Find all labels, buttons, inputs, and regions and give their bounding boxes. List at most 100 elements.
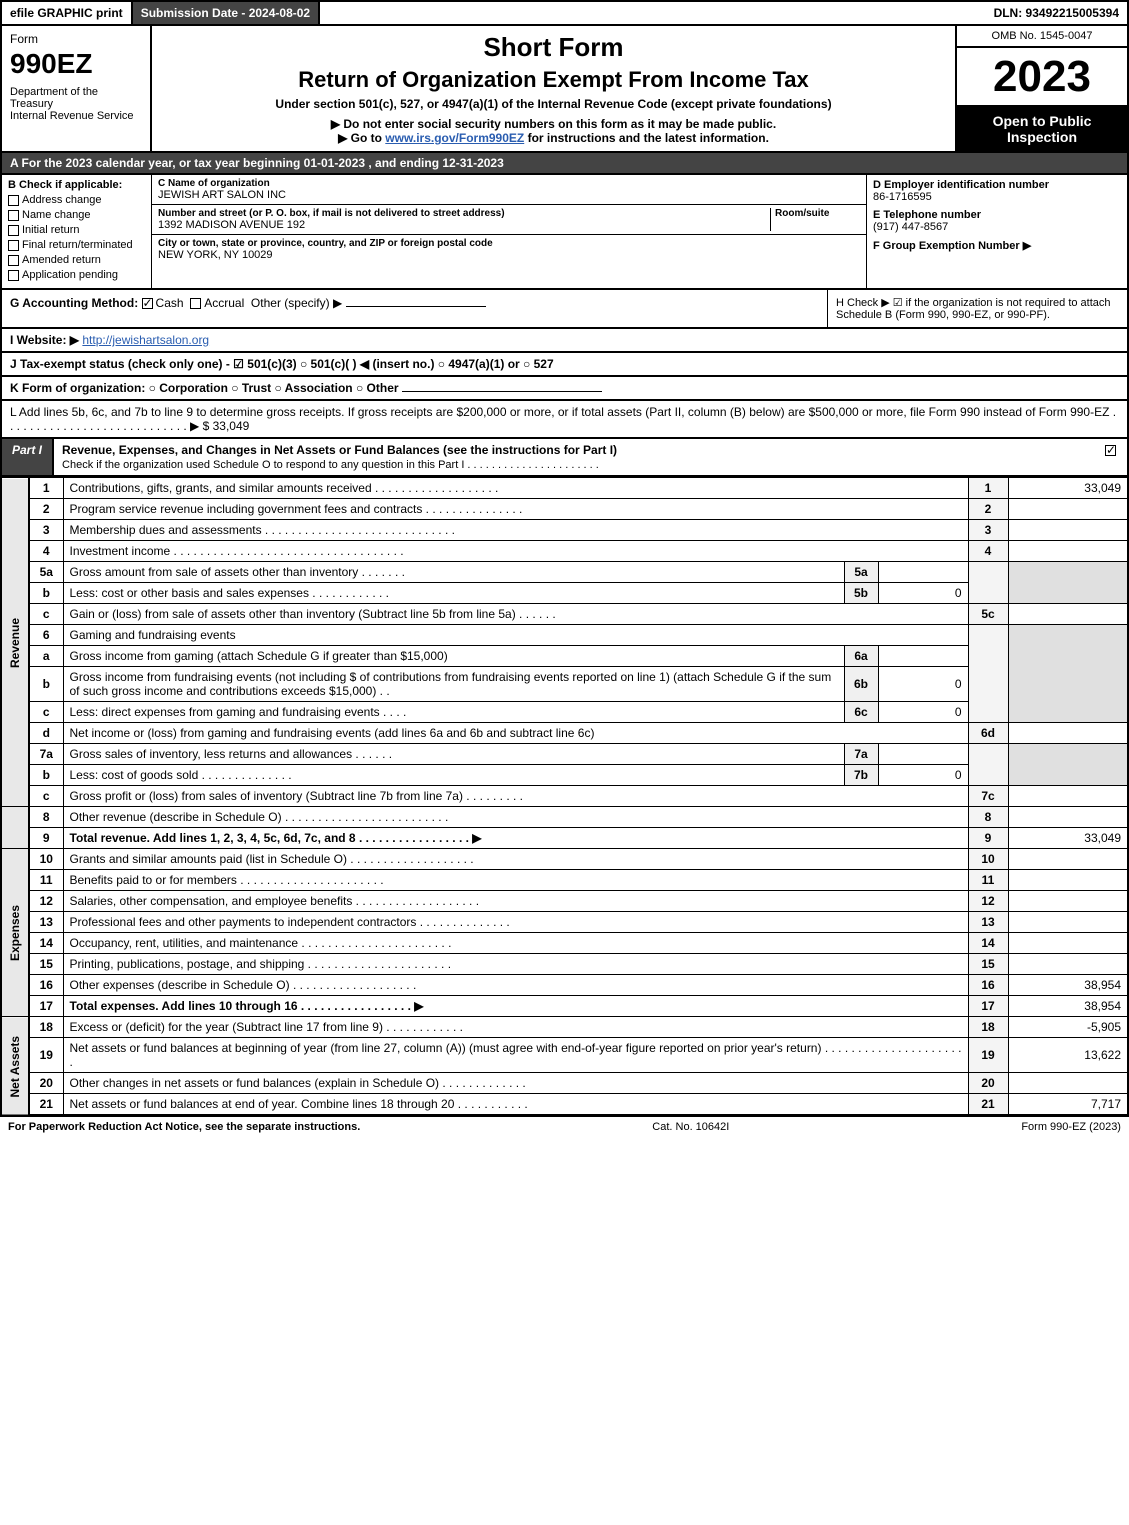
tax-year: 2023 bbox=[957, 48, 1127, 107]
line-num: 21 bbox=[29, 1094, 63, 1116]
line-box: 9 bbox=[968, 828, 1008, 849]
line-num: 7a bbox=[29, 744, 63, 765]
submission-date: Submission Date - 2024-08-02 bbox=[131, 2, 320, 24]
line-num: d bbox=[29, 723, 63, 744]
line-num: b bbox=[29, 667, 63, 702]
table-row: 17Total expenses. Add lines 10 through 1… bbox=[1, 996, 1128, 1017]
cb-label: Amended return bbox=[22, 254, 101, 266]
line-desc: Other expenses (describe in Schedule O) … bbox=[63, 975, 968, 996]
table-row: Expenses 10 Grants and similar amounts p… bbox=[1, 849, 1128, 870]
room-label: Room/suite bbox=[775, 208, 860, 219]
table-row: d Net income or (loss) from gaming and f… bbox=[1, 723, 1128, 744]
row-l: L Add lines 5b, 6c, and 7b to line 9 to … bbox=[0, 401, 1129, 439]
page-footer: For Paperwork Reduction Act Notice, see … bbox=[0, 1116, 1129, 1137]
city-row: City or town, state or province, country… bbox=[152, 235, 866, 264]
cb-address-change[interactable]: Address change bbox=[8, 194, 145, 206]
line-desc: Investment income . . . . . . . . . . . … bbox=[63, 541, 968, 562]
cb-accrual[interactable] bbox=[190, 298, 201, 309]
line-val bbox=[1008, 912, 1128, 933]
line-box: 12 bbox=[968, 891, 1008, 912]
inner-val bbox=[878, 646, 968, 667]
line-box: 1 bbox=[968, 478, 1008, 499]
row-g-h: G Accounting Method: Cash Accrual Other … bbox=[0, 290, 1129, 329]
efile-label[interactable]: efile GRAPHIC print bbox=[2, 2, 131, 24]
header-right: OMB No. 1545-0047 2023 Open to Public In… bbox=[957, 26, 1127, 151]
tax-exempt-status: J Tax-exempt status (check only one) - ☑… bbox=[10, 357, 554, 371]
cb-initial-return[interactable]: Initial return bbox=[8, 224, 145, 236]
table-row: 21Net assets or fund balances at end of … bbox=[1, 1094, 1128, 1116]
line-num: 4 bbox=[29, 541, 63, 562]
address-row: Number and street (or P. O. box, if mail… bbox=[152, 205, 866, 235]
inner-box: 5a bbox=[844, 562, 878, 583]
instructions-link[interactable]: www.irs.gov/Form990EZ bbox=[385, 131, 524, 145]
org-name-row: C Name of organization JEWISH ART SALON … bbox=[152, 175, 866, 205]
line-desc: Total expenses. Add lines 10 through 16 … bbox=[63, 996, 968, 1017]
cb-name-change[interactable]: Name change bbox=[8, 209, 145, 221]
row-g: G Accounting Method: Cash Accrual Other … bbox=[2, 290, 827, 327]
inner-val: 0 bbox=[878, 583, 968, 604]
line-desc: Printing, publications, postage, and shi… bbox=[63, 954, 968, 975]
cb-label: Name change bbox=[22, 209, 91, 221]
table-row: b Gross income from fundraising events (… bbox=[1, 667, 1128, 702]
line-val bbox=[1008, 520, 1128, 541]
website-link[interactable]: http://jewishartsalon.org bbox=[82, 333, 209, 347]
form-label: Form bbox=[10, 32, 142, 46]
line-val bbox=[1008, 786, 1128, 807]
cb-final-return[interactable]: Final return/terminated bbox=[8, 239, 145, 251]
line-val bbox=[1008, 849, 1128, 870]
line-box: 11 bbox=[968, 870, 1008, 891]
cash-label: Cash bbox=[156, 296, 184, 310]
instructions-pre: ▶ Go to bbox=[338, 131, 385, 145]
footer-left: For Paperwork Reduction Act Notice, see … bbox=[8, 1121, 360, 1133]
line-desc: Other revenue (describe in Schedule O) .… bbox=[63, 807, 968, 828]
part-1-title: Revenue, Expenses, and Changes in Net As… bbox=[54, 439, 1097, 475]
line-num: 5a bbox=[29, 562, 63, 583]
part-1-header: Part I Revenue, Expenses, and Changes in… bbox=[0, 439, 1129, 477]
table-row: 14Occupancy, rent, utilities, and mainte… bbox=[1, 933, 1128, 954]
cb-cash[interactable] bbox=[142, 298, 153, 309]
line-num: b bbox=[29, 583, 63, 604]
line-box: 2 bbox=[968, 499, 1008, 520]
line-num: 16 bbox=[29, 975, 63, 996]
line-num: 17 bbox=[29, 996, 63, 1017]
cb-label: Final return/terminated bbox=[22, 239, 133, 251]
line-box: 8 bbox=[968, 807, 1008, 828]
line-num: 14 bbox=[29, 933, 63, 954]
line-num: 19 bbox=[29, 1038, 63, 1073]
line-val: 33,049 bbox=[1008, 828, 1128, 849]
line-val: 13,622 bbox=[1008, 1038, 1128, 1073]
line-val: 38,954 bbox=[1008, 975, 1128, 996]
line-desc: Occupancy, rent, utilities, and maintena… bbox=[63, 933, 968, 954]
line-num: 3 bbox=[29, 520, 63, 541]
line-desc: Program service revenue including govern… bbox=[63, 499, 968, 520]
line-box: 19 bbox=[968, 1038, 1008, 1073]
table-row: Revenue 1 Contributions, gifts, grants, … bbox=[1, 478, 1128, 499]
line-val: 33,049 bbox=[1008, 478, 1128, 499]
line-val bbox=[1008, 954, 1128, 975]
table-row: 20Other changes in net assets or fund ba… bbox=[1, 1073, 1128, 1094]
line-desc: Gross income from fundraising events (no… bbox=[63, 667, 844, 702]
side-expenses: Expenses bbox=[1, 849, 29, 1017]
line-desc: Net assets or fund balances at beginning… bbox=[63, 1038, 968, 1073]
footer-mid: Cat. No. 10642I bbox=[652, 1121, 729, 1133]
table-row: c Gain or (loss) from sale of assets oth… bbox=[1, 604, 1128, 625]
line-desc: Salaries, other compensation, and employ… bbox=[63, 891, 968, 912]
line-box: 17 bbox=[968, 996, 1008, 1017]
cb-amended-return[interactable]: Amended return bbox=[8, 254, 145, 266]
telephone: (917) 447-8567 bbox=[873, 221, 1121, 233]
inner-val bbox=[878, 744, 968, 765]
line-box: 20 bbox=[968, 1073, 1008, 1094]
line-val-grey bbox=[1008, 562, 1128, 604]
cb-application-pending[interactable]: Application pending bbox=[8, 269, 145, 281]
line-desc: Gross amount from sale of assets other t… bbox=[63, 562, 844, 583]
table-row: 5a Gross amount from sale of assets othe… bbox=[1, 562, 1128, 583]
line-val: 38,954 bbox=[1008, 996, 1128, 1017]
line-box: 7c bbox=[968, 786, 1008, 807]
line-val bbox=[1008, 723, 1128, 744]
line-desc: Gross profit or (loss) from sales of inv… bbox=[63, 786, 968, 807]
short-form-label: Short Form bbox=[162, 32, 945, 63]
part-1-checkbox[interactable] bbox=[1097, 439, 1127, 475]
row-h: H Check ▶ ☑ if the organization is not r… bbox=[827, 290, 1127, 327]
line-val: -5,905 bbox=[1008, 1017, 1128, 1038]
line-val bbox=[1008, 541, 1128, 562]
